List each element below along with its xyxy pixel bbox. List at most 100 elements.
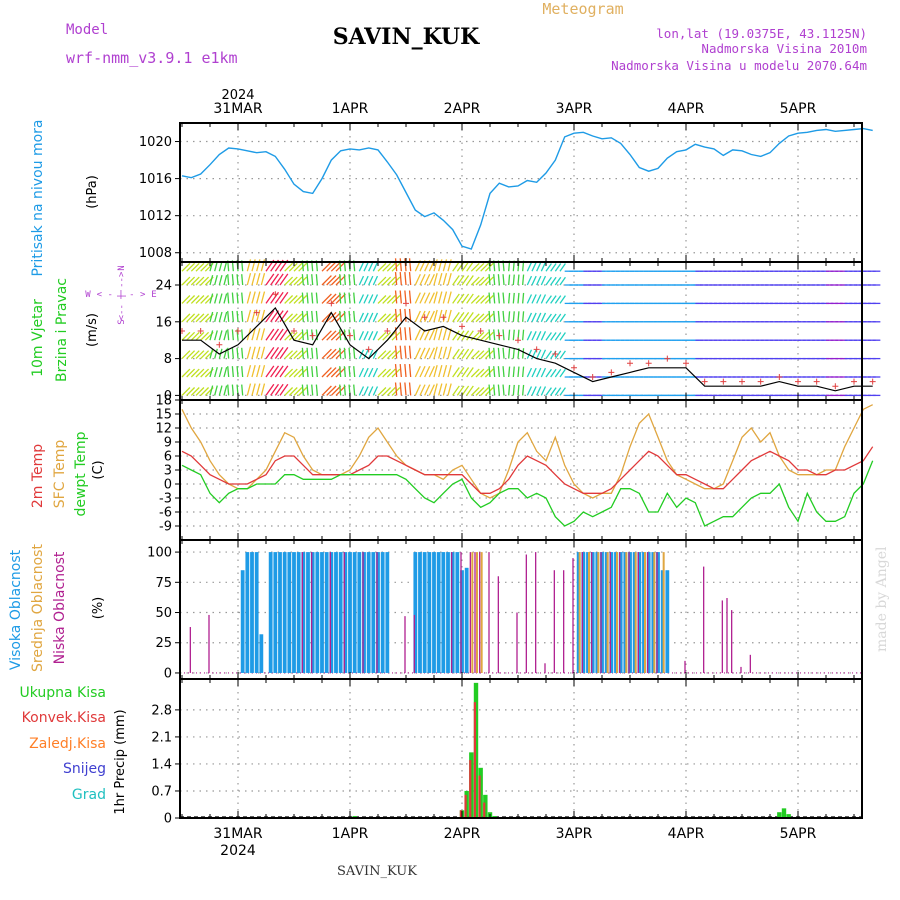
- wind-barb: [540, 294, 547, 304]
- wind-barb: [377, 262, 387, 272]
- y-tick-label: 0: [164, 666, 172, 681]
- wind-barb: [433, 328, 438, 341]
- wind-barb: [372, 386, 379, 396]
- cloud-high-bar: [324, 552, 329, 673]
- wind-barb: [315, 329, 318, 341]
- wind-gust-marker: [776, 374, 783, 380]
- model-elevation-text: Nadmorska Visina u modelu 2070.64m: [611, 58, 867, 73]
- wind-gust-marker: [459, 323, 465, 330]
- wind-barb: [256, 309, 261, 322]
- y-tick-label: 0: [164, 389, 172, 404]
- year-bottom: 2024: [220, 843, 256, 859]
- wind-barb: [358, 386, 365, 396]
- wind-barb: [236, 347, 239, 359]
- wind-barb: [353, 329, 356, 341]
- wind-barb: [399, 272, 402, 286]
- wind-barb: [256, 364, 261, 378]
- wind-barb: [246, 309, 252, 322]
- wind-barb: [512, 384, 515, 396]
- wind-barb: [540, 312, 547, 323]
- y-tick-label: 12: [155, 422, 172, 437]
- wind-gust-marker: [272, 291, 279, 298]
- wind-barb: [241, 347, 244, 359]
- wind-barb: [181, 295, 191, 304]
- wind-barb: [452, 311, 460, 323]
- wind-barb: [315, 347, 318, 359]
- wind-barb: [236, 292, 239, 304]
- wind-barb: [353, 310, 356, 322]
- wind-barb: [545, 332, 552, 341]
- wind-barb: [408, 290, 412, 304]
- wind-barb: [301, 384, 304, 396]
- wind-barb: [488, 310, 491, 322]
- wind-barb: [377, 295, 387, 304]
- wind-barb: [353, 274, 356, 286]
- wind-gust-marker: [533, 346, 540, 353]
- wind-barb: [363, 331, 369, 341]
- wind-barb: [526, 275, 533, 286]
- wind-barb: [358, 367, 365, 378]
- wind-barb: [540, 262, 547, 272]
- wind-barb: [394, 308, 398, 322]
- wind-barb: [536, 294, 542, 304]
- cloud-high-bar: [357, 552, 362, 673]
- cloud-high-bar: [254, 552, 259, 673]
- wind-barb: [321, 385, 332, 396]
- wind-barb: [181, 350, 191, 360]
- wind-barb: [326, 348, 337, 360]
- wind-barb: [181, 262, 191, 272]
- wind-barb: [256, 291, 261, 304]
- wind-barb: [214, 311, 218, 322]
- wind-barb: [466, 261, 474, 272]
- wind-barb: [512, 348, 515, 359]
- wind-barb: [452, 348, 460, 359]
- wind-barb: [274, 365, 284, 378]
- wind-barb: [288, 387, 298, 396]
- wind-barb: [526, 262, 533, 272]
- wind-barb: [339, 384, 342, 396]
- wind-barb: [545, 387, 552, 396]
- wind-barb: [265, 347, 275, 359]
- wind-barb: [550, 276, 557, 286]
- cloud-high-bar: [278, 552, 282, 673]
- wind-barb: [186, 262, 196, 272]
- wind-barb: [246, 383, 252, 396]
- wind-barb: [209, 385, 214, 396]
- svg-text:< - | - >: < - | - >: [97, 290, 146, 300]
- wind-barb: [512, 311, 515, 322]
- wind-barb: [363, 275, 369, 286]
- wind-barb: [246, 291, 252, 304]
- y-tick-label: 2.8: [151, 703, 172, 718]
- wind-barb: [348, 292, 351, 304]
- wind-barb: [512, 274, 515, 286]
- wind-barb: [522, 292, 525, 304]
- wind-barb: [424, 384, 431, 396]
- wind-barb: [186, 276, 196, 286]
- wind-barb: [554, 387, 562, 396]
- wind-compass-icon: W E N S <-- | --> < - | - >: [85, 265, 156, 324]
- wind-barb: [353, 292, 356, 304]
- day-label-bottom: 31MAR: [213, 826, 262, 842]
- wind-barb: [301, 366, 304, 378]
- wind-barb: [419, 310, 426, 323]
- wind-barb: [493, 384, 496, 396]
- wind-barb: [386, 350, 396, 360]
- wind-barb: [386, 368, 396, 378]
- wind-barb: [241, 329, 244, 341]
- wind-gust-marker: [216, 341, 223, 348]
- wind-barb: [536, 262, 542, 272]
- wind-barb: [301, 292, 304, 304]
- wind-barb: [251, 383, 256, 396]
- footer-station: SAVIN_KUK: [337, 864, 417, 879]
- wind-barb: [200, 350, 210, 360]
- wind-barb: [200, 295, 210, 304]
- wind-barb: [330, 293, 342, 304]
- wind-barb: [502, 292, 505, 304]
- wind-barb: [353, 384, 356, 396]
- cloud-label-1: Visoka Oblacnost: [8, 549, 24, 670]
- wind-barb: [447, 291, 452, 304]
- wind-barb: [231, 366, 234, 378]
- wind-barb: [424, 273, 431, 286]
- panel-frame: [179, 539, 863, 680]
